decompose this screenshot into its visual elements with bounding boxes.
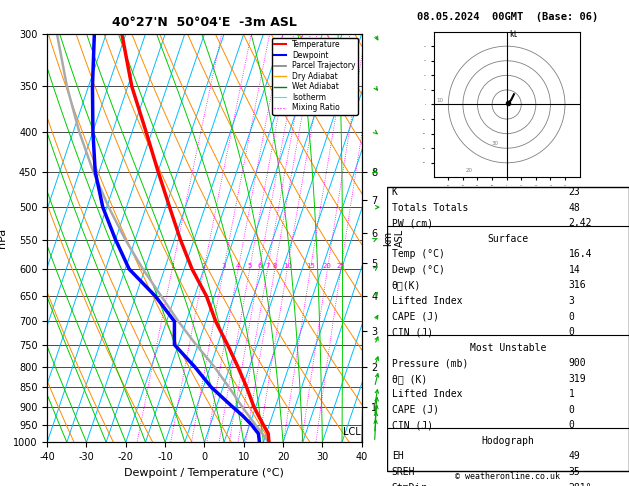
Y-axis label: km
ASL: km ASL xyxy=(383,229,405,247)
Text: 10: 10 xyxy=(283,263,292,269)
Text: 30: 30 xyxy=(492,141,499,146)
Text: 15: 15 xyxy=(306,263,315,269)
Text: 16.4: 16.4 xyxy=(569,249,592,260)
Text: 8: 8 xyxy=(272,263,277,269)
Text: 10: 10 xyxy=(437,98,443,103)
Text: 7: 7 xyxy=(265,263,270,269)
Text: 900: 900 xyxy=(569,358,586,368)
Text: K: K xyxy=(392,187,398,197)
Text: 49: 49 xyxy=(569,451,580,462)
Text: kt: kt xyxy=(509,31,518,39)
Text: PW (cm): PW (cm) xyxy=(392,218,433,228)
Text: 48: 48 xyxy=(569,203,580,213)
Text: 14: 14 xyxy=(569,265,580,275)
Text: 20: 20 xyxy=(323,263,332,269)
Text: θᴇ (K): θᴇ (K) xyxy=(392,374,427,384)
Text: 0: 0 xyxy=(569,420,574,431)
Text: 2.42: 2.42 xyxy=(569,218,592,228)
X-axis label: Dewpoint / Temperature (°C): Dewpoint / Temperature (°C) xyxy=(125,468,284,478)
Text: StmDir: StmDir xyxy=(392,483,427,486)
Text: CIN (J): CIN (J) xyxy=(392,327,433,337)
Text: 6: 6 xyxy=(257,263,262,269)
Text: 0: 0 xyxy=(569,405,574,415)
Text: 3: 3 xyxy=(221,263,226,269)
Text: 0: 0 xyxy=(569,312,574,322)
Legend: Temperature, Dewpoint, Parcel Trajectory, Dry Adiabat, Wet Adiabat, Isotherm, Mi: Temperature, Dewpoint, Parcel Trajectory… xyxy=(272,38,358,115)
Text: 20: 20 xyxy=(466,168,473,173)
Text: 4: 4 xyxy=(236,263,240,269)
Text: 281°: 281° xyxy=(569,483,592,486)
Text: CIN (J): CIN (J) xyxy=(392,420,433,431)
Text: 25: 25 xyxy=(337,263,345,269)
Text: Lifted Index: Lifted Index xyxy=(392,389,462,399)
Text: EH: EH xyxy=(392,451,403,462)
Text: 0: 0 xyxy=(569,327,574,337)
Text: LCL: LCL xyxy=(343,427,360,437)
Text: θᴇ(K): θᴇ(K) xyxy=(392,280,421,291)
Text: 316: 316 xyxy=(569,280,586,291)
Text: © weatheronline.co.uk: © weatheronline.co.uk xyxy=(455,472,560,481)
Text: Most Unstable: Most Unstable xyxy=(470,343,546,353)
Text: Temp (°C): Temp (°C) xyxy=(392,249,445,260)
Text: 23: 23 xyxy=(569,187,580,197)
Text: 08.05.2024  00GMT  (Base: 06): 08.05.2024 00GMT (Base: 06) xyxy=(417,12,599,22)
Text: Surface: Surface xyxy=(487,234,528,244)
Text: 5: 5 xyxy=(248,263,252,269)
Text: Lifted Index: Lifted Index xyxy=(392,296,462,306)
Text: 3: 3 xyxy=(569,296,574,306)
Text: 1: 1 xyxy=(170,263,174,269)
Text: Pressure (mb): Pressure (mb) xyxy=(392,358,468,368)
Text: 2: 2 xyxy=(202,263,206,269)
Text: Totals Totals: Totals Totals xyxy=(392,203,468,213)
Text: 319: 319 xyxy=(569,374,586,384)
Text: SREH: SREH xyxy=(392,467,415,477)
Text: Dewp (°C): Dewp (°C) xyxy=(392,265,445,275)
Title: 40°27'N  50°04'E  -3m ASL: 40°27'N 50°04'E -3m ASL xyxy=(112,16,297,29)
Text: 35: 35 xyxy=(569,467,580,477)
Text: CAPE (J): CAPE (J) xyxy=(392,405,438,415)
Text: 1: 1 xyxy=(569,389,574,399)
Text: Hodograph: Hodograph xyxy=(481,436,535,446)
Text: CAPE (J): CAPE (J) xyxy=(392,312,438,322)
Y-axis label: hPa: hPa xyxy=(0,228,8,248)
